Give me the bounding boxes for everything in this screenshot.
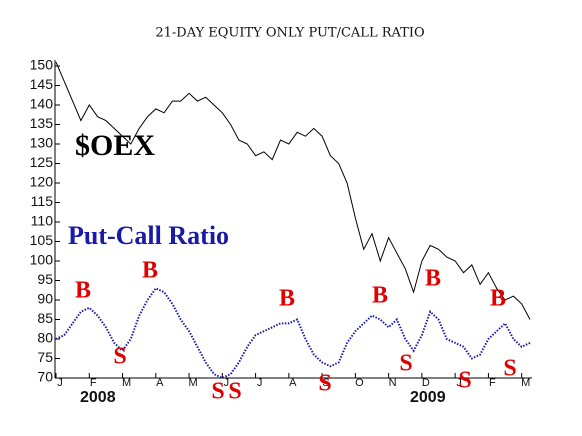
signal-label: B <box>75 278 91 304</box>
y-tick-label: 115 <box>31 193 54 209</box>
y-tick-label: 120 <box>30 174 54 190</box>
x-tick-label: F <box>90 377 97 389</box>
x-tick-label: A <box>156 377 164 389</box>
y-tick-label: 90 <box>37 291 53 307</box>
series-label: $OEX <box>75 129 155 162</box>
y-tick-label: 105 <box>30 232 54 248</box>
y-tick-label: 125 <box>30 154 54 170</box>
x-tick-label: N <box>389 377 397 389</box>
signal-label: S <box>228 379 241 405</box>
signal-label: B <box>279 286 295 312</box>
chart-title: 21-DAY EQUITY ONLY PUT/CALL RATIO <box>155 26 424 41</box>
series-label: Put-Call Ratio <box>68 221 229 250</box>
x-tick-label: M <box>188 377 197 389</box>
x-tick-label: J <box>257 377 263 389</box>
y-tick-label: 95 <box>37 271 53 287</box>
x-tick-label: F <box>489 377 496 389</box>
y-tick-label: 75 <box>37 349 53 365</box>
x-tick-label: O <box>355 377 364 389</box>
signal-label: B <box>425 266 441 292</box>
y-tick-label: 85 <box>37 310 53 326</box>
y-tick-label: 100 <box>30 252 54 268</box>
series-line <box>55 61 531 320</box>
signal-label: S <box>113 344 126 370</box>
x-tick-label: J <box>57 377 63 389</box>
x-tick-label: M <box>521 377 530 389</box>
y-tick-label: 130 <box>30 135 54 151</box>
signal-label: B <box>142 258 158 284</box>
y-tick-label: 135 <box>30 115 54 131</box>
signal-label: S <box>503 356 516 382</box>
y-tick-label: 150 <box>30 57 54 73</box>
x-tick-label: J <box>224 377 230 389</box>
x-tick-label: D <box>422 377 430 389</box>
signal-label: S <box>399 351 412 377</box>
y-tick-label: 80 <box>37 330 53 346</box>
signal-label: S <box>211 379 224 405</box>
x-tick-label: M <box>122 377 131 389</box>
signal-label: S <box>458 368 471 394</box>
x-tick-label: J <box>456 377 462 389</box>
y-tick-label: 110 <box>31 213 54 229</box>
x-tick-label: S <box>322 377 329 389</box>
y-tick-label: 140 <box>30 96 54 112</box>
signal-label: S <box>318 371 331 397</box>
signal-label: B <box>490 286 506 312</box>
y-tick-label: 70 <box>37 369 53 385</box>
signal-label: B <box>372 283 388 309</box>
x-tick-label: A <box>289 377 297 389</box>
year-label: 2008 <box>80 389 116 406</box>
year-label: 2009 <box>410 389 446 406</box>
y-tick-label: 145 <box>30 76 54 92</box>
